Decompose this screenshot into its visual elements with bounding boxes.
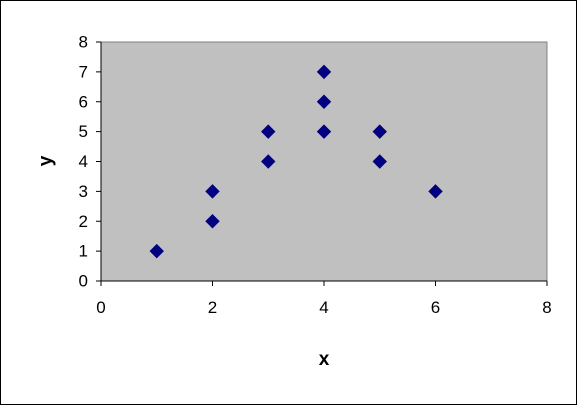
y-tick-label: 2 xyxy=(79,212,88,231)
data-point-diamond xyxy=(205,214,220,229)
x-tick-label: 6 xyxy=(431,298,440,317)
y-tick-label: 3 xyxy=(79,182,88,201)
data-point-diamond xyxy=(316,94,332,109)
y-axis-title: y xyxy=(36,155,57,166)
y-axis: 0 1 2 3 4 5 6 7 8 xyxy=(79,33,102,291)
data-point-diamond xyxy=(316,64,332,80)
x-tick-label: 8 xyxy=(542,298,551,317)
data-point-diamond xyxy=(261,154,276,169)
x-axis: 0 2 4 6 8 xyxy=(96,280,552,317)
y-tick-label: 4 xyxy=(79,152,88,171)
y-tick-label: 7 xyxy=(79,62,88,81)
x-axis-title: x xyxy=(319,349,330,370)
data-point-diamond xyxy=(149,243,164,259)
data-point-diamond xyxy=(372,154,387,169)
y-tick-label: 8 xyxy=(79,33,88,52)
data-point-diamond xyxy=(205,184,220,199)
x-tick-label: 4 xyxy=(319,298,328,317)
data-point-diamond xyxy=(316,124,332,139)
data-point-diamond xyxy=(372,124,387,139)
data-point-diamond xyxy=(428,184,443,199)
x-tick-label: 0 xyxy=(96,298,105,317)
y-tick-label: 5 xyxy=(79,122,88,141)
y-tick-label: 1 xyxy=(79,242,88,261)
data-point-diamond xyxy=(261,124,276,139)
x-tick-label: 2 xyxy=(208,298,217,317)
y-tick-label: 0 xyxy=(79,272,88,291)
data-points xyxy=(149,64,443,259)
plot-area xyxy=(100,41,548,282)
y-tick-label: 6 xyxy=(79,92,88,111)
